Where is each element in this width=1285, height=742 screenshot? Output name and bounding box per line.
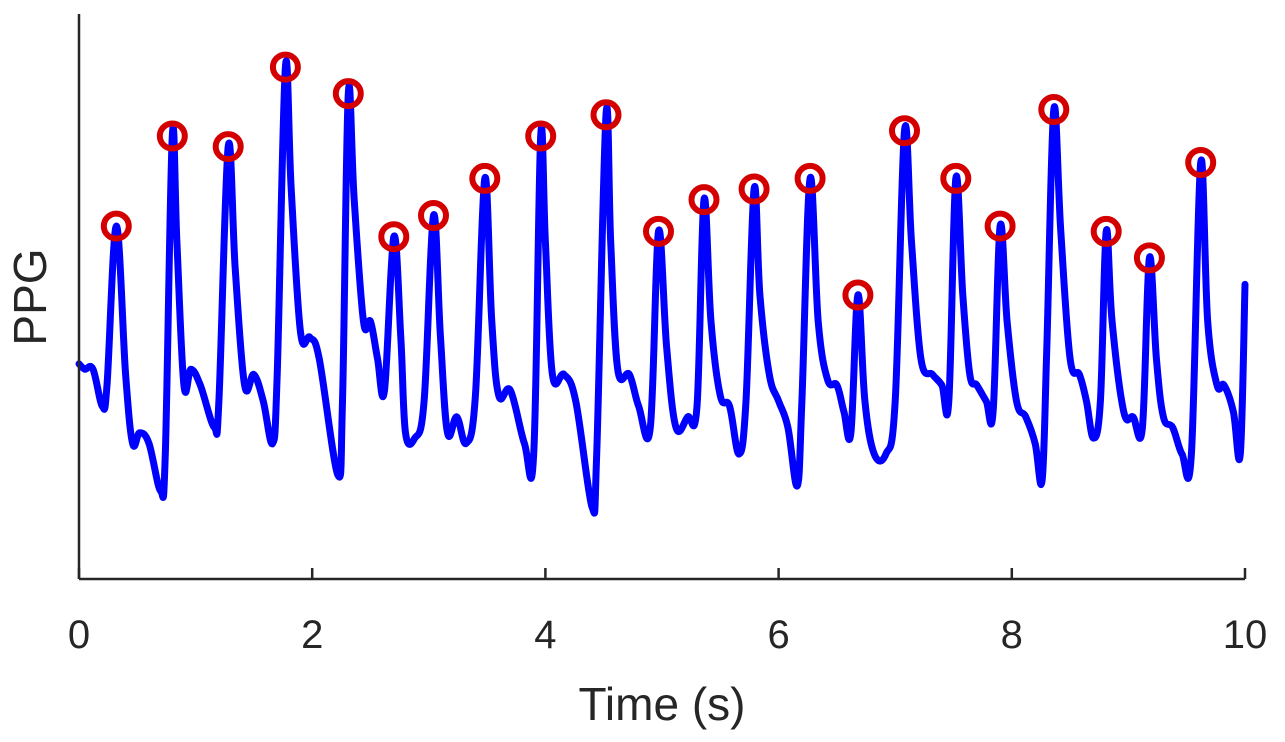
x-axis-label: Time (s): [579, 678, 746, 730]
ppg-signal-line: [75, 57, 1249, 517]
peak-marker-1: [100, 210, 132, 242]
peak-marker-21: [1133, 242, 1165, 274]
peak-marker-5: [332, 78, 364, 110]
peak-marker-4: [269, 51, 301, 83]
peak-marker-9: [525, 120, 557, 152]
x-tick-label-8: 8: [1001, 613, 1023, 657]
peak-marker-14: [794, 162, 826, 194]
peak-marker-8: [469, 162, 501, 194]
peak-marker-3: [212, 131, 244, 163]
y-axis-label: PPG: [4, 248, 56, 345]
peak-marker-15: [842, 279, 874, 311]
peak-marker-16: [889, 115, 920, 147]
peak-marker-12: [688, 184, 720, 216]
peak-marker-22: [1185, 147, 1217, 178]
peak-marker-6: [378, 221, 410, 253]
peak-marker-11: [643, 215, 674, 247]
peak-marker-2: [156, 120, 188, 152]
x-tick-label-4: 4: [534, 613, 556, 657]
peak-marker-10: [590, 99, 622, 131]
peak-marker-7: [418, 200, 449, 231]
peak-marker-13: [738, 173, 770, 205]
peak-marker-20: [1090, 215, 1122, 247]
peak-marker-19: [1038, 94, 1070, 125]
axes: [77, 14, 1245, 581]
x-tick-label-10: 10: [1223, 613, 1268, 657]
peak-markers: [100, 51, 1217, 311]
x-tick-label-6: 6: [767, 613, 789, 657]
x-tick-label-0: 0: [68, 613, 90, 657]
peak-marker-18: [984, 210, 1016, 242]
x-tick-label-2: 2: [301, 613, 323, 657]
plot-area: [75, 57, 1249, 517]
peak-marker-17: [940, 162, 972, 194]
x-ticks: 0 2 4 6 8 10: [68, 568, 1267, 657]
